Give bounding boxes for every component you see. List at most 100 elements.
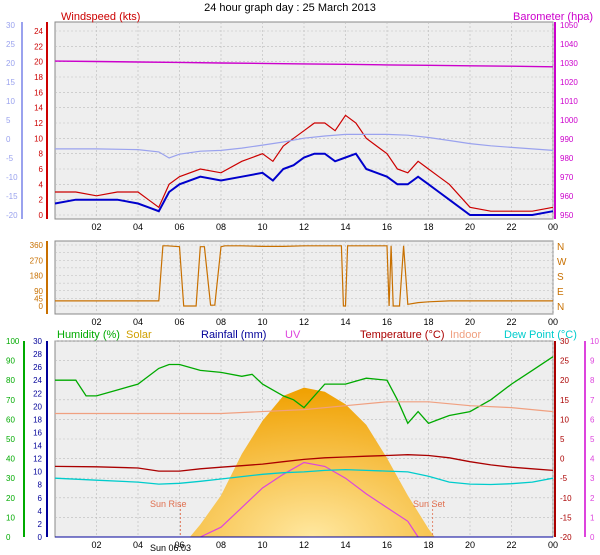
x-tick-label: 16 <box>382 222 392 232</box>
x-tick-label: 10 <box>257 317 267 327</box>
multi-panel: 02 04 06 08 10 12 14 16 18 20 22 000102030405060708… <box>6 337 599 550</box>
y-tick-label: 14 <box>34 104 43 113</box>
y-tick-label: 26 <box>33 363 42 372</box>
y-tick-label: 18 <box>34 73 43 82</box>
y-tick-label: 2 <box>38 520 43 529</box>
y-tick-label: 30 <box>560 337 569 346</box>
y-tick-label: -15 <box>560 513 572 522</box>
compass-label: S <box>557 272 564 283</box>
series-barometer <box>54 60 554 68</box>
series-uv <box>200 461 419 538</box>
y-tick-label: 20 <box>6 494 15 503</box>
series-windspeed <box>55 114 554 212</box>
y-tick-label: 0 <box>560 455 565 464</box>
y-tick-label: 0 <box>39 211 44 220</box>
y-tick-label: 8 <box>38 481 43 490</box>
y-tick-label: 10 <box>6 97 15 106</box>
y-tick-label: 1030 <box>560 59 578 68</box>
y-tick-label: 8 <box>590 376 595 385</box>
humidity-label: Humidity (%) <box>57 329 120 341</box>
y-tick-label: 2 <box>39 196 44 205</box>
y-tick-label: 5 <box>590 435 595 444</box>
series-indoor <box>55 401 554 415</box>
y-tick-label: 0 <box>590 533 595 542</box>
y-tick-label: 24 <box>33 376 42 385</box>
y-tick-label: 20 <box>6 59 15 68</box>
y-tick-label: -5 <box>560 474 568 483</box>
y-tick-label: 20 <box>560 376 569 385</box>
y-tick-label: 20 <box>33 402 42 411</box>
y-tick-label: 70 <box>6 396 15 405</box>
temperature-label: Temperature (°C) <box>360 329 444 341</box>
x-tick-label: 14 <box>340 222 350 232</box>
y-tick-label: 1010 <box>560 97 578 106</box>
y-tick-label: -20 <box>560 533 572 542</box>
y-tick-label: 14 <box>33 442 42 451</box>
y-tick-label: 9 <box>590 357 595 366</box>
y-tick-label: 28 <box>33 350 42 359</box>
x-tick-label: 20 <box>465 317 475 327</box>
series-avg <box>54 152 554 216</box>
x-tick-label: 12 <box>299 540 309 550</box>
x-tick-label: 20 <box>465 540 475 550</box>
compass-label: N <box>557 242 564 253</box>
solar-label: Solar <box>126 329 152 341</box>
y-tick-label: 25 <box>560 357 569 366</box>
y-tick-label: 50 <box>6 435 15 444</box>
x-tick-label: 12 <box>299 317 309 327</box>
x-tick-label: 08 <box>216 317 226 327</box>
y-tick-label: 25 <box>6 40 15 49</box>
x-tick-label: 06 <box>174 317 184 327</box>
y-tick-label: 3 <box>590 474 595 483</box>
x-tick-label: 02 <box>91 540 101 550</box>
y-tick-label: 90 <box>34 287 43 296</box>
y-tick-label: 970 <box>560 173 574 182</box>
x-tick-label: 22 <box>506 317 516 327</box>
x-tick-label: 08 <box>216 222 226 232</box>
y-tick-label: 0 <box>6 135 11 144</box>
y-tick-label: 80 <box>6 376 15 385</box>
y-tick-label: 8 <box>39 150 44 159</box>
y-tick-label: 6 <box>590 415 595 424</box>
y-tick-label: 30 <box>6 474 15 483</box>
series-temperature <box>55 133 554 159</box>
x-tick-label: 14 <box>340 317 350 327</box>
y-tick-label: 0 <box>38 533 43 542</box>
x-tick-label: 16 <box>382 317 392 327</box>
windspeed-label: Windspeed (kts) <box>61 11 140 23</box>
x-tick-label: 18 <box>423 317 433 327</box>
y-tick-label: 90 <box>6 357 15 366</box>
sunset-annotation: Sun Set <box>413 499 446 509</box>
y-tick-label: 18 <box>33 415 42 424</box>
y-tick-label: 1 <box>590 513 595 522</box>
y-tick-label: 10 <box>590 337 599 346</box>
y-tick-label: -10 <box>6 173 18 182</box>
y-tick-label: 22 <box>33 389 42 398</box>
compass-label: W <box>557 257 567 268</box>
y-tick-label: 15 <box>6 78 15 87</box>
indoor-label: Indoor <box>450 329 482 341</box>
y-tick-label: 6 <box>39 165 44 174</box>
y-tick-label: 950 <box>560 211 574 220</box>
y-tick-label: 0 <box>39 302 44 311</box>
x-tick-label: 00 <box>548 222 558 232</box>
sunrise-annotation: Sun Rise <box>150 499 187 509</box>
y-tick-label: 6 <box>38 494 43 503</box>
y-tick-label: 10 <box>560 415 569 424</box>
sunrise-time-annotation: Sun 06:03 <box>150 543 191 553</box>
y-tick-label: 20 <box>34 58 43 67</box>
y-tick-label: 7 <box>590 396 595 405</box>
y-tick-label: -15 <box>6 192 18 201</box>
x-tick-label: 22 <box>506 540 516 550</box>
x-tick-label: 06 <box>174 540 184 550</box>
y-tick-label: 990 <box>560 135 574 144</box>
series-dewpoint <box>54 468 554 486</box>
series-solar <box>189 387 435 537</box>
y-tick-label: 4 <box>38 507 43 516</box>
x-tick-label: 06 <box>174 222 184 232</box>
y-tick-label: 40 <box>6 455 15 464</box>
x-tick-label: 08 <box>216 540 226 550</box>
x-tick-label: 12 <box>299 222 309 232</box>
y-tick-label: 10 <box>34 134 43 143</box>
dewpoint-label: Dew Point (°C) <box>504 329 577 341</box>
